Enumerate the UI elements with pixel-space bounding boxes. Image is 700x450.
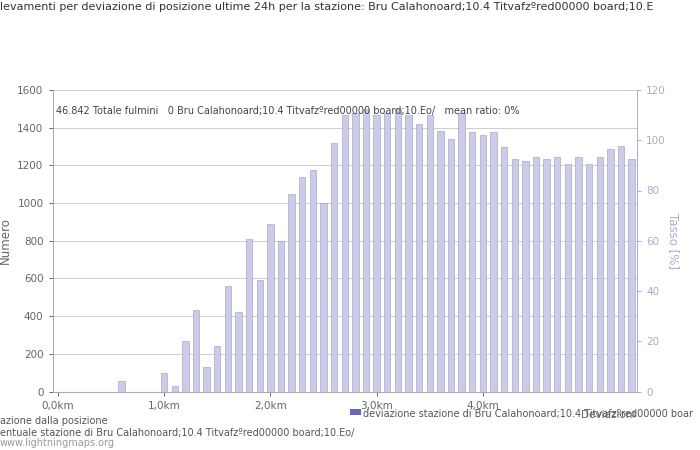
Bar	[352, 112, 358, 392]
Bar	[458, 112, 465, 392]
Text: entuale stazione di Bru Calahonoard;10.4 Titvafzºred00000 board;10.Eo/: entuale stazione di Bru Calahonoard;10.4…	[0, 428, 354, 438]
Bar	[501, 147, 508, 392]
Bar	[331, 143, 337, 392]
Bar	[448, 139, 454, 392]
Bar	[575, 157, 582, 392]
Bar	[469, 132, 475, 392]
Bar	[373, 116, 380, 392]
Bar	[596, 157, 603, 392]
Bar	[565, 164, 571, 392]
Bar	[118, 381, 125, 392]
Bar	[204, 367, 210, 392]
Text: Deviazioni: Deviazioni	[581, 410, 636, 419]
Bar	[533, 157, 539, 392]
Text: www.lightningmaps.org: www.lightningmaps.org	[0, 438, 115, 448]
Bar	[225, 286, 231, 392]
Bar	[512, 159, 518, 392]
Bar	[586, 164, 592, 392]
Text: levamenti per deviazione di posizione ultime 24h per la stazione: Bru Calahonoar: levamenti per deviazione di posizione ul…	[0, 2, 653, 12]
Bar	[395, 109, 401, 392]
Text: deviazione stazione di Bru Calahonoard;10.4 Titvafzºred00000 boar: deviazione stazione di Bru Calahonoard;1…	[363, 409, 692, 419]
Bar	[480, 135, 486, 392]
Bar	[522, 161, 528, 392]
Bar	[405, 116, 412, 392]
Bar	[342, 116, 348, 392]
Y-axis label: Tasso [%]: Tasso [%]	[666, 213, 680, 269]
Bar	[363, 109, 369, 392]
Bar	[490, 132, 497, 392]
Bar	[267, 224, 274, 392]
Bar	[384, 112, 391, 392]
Bar	[256, 280, 263, 392]
Bar	[193, 310, 200, 392]
Bar	[288, 194, 295, 392]
Bar	[235, 312, 241, 392]
Bar	[246, 239, 252, 392]
Bar	[321, 203, 327, 392]
Bar	[309, 170, 316, 392]
Bar	[416, 124, 422, 392]
Bar	[438, 131, 444, 392]
Bar	[214, 346, 220, 392]
Bar	[543, 159, 550, 392]
Bar	[278, 241, 284, 392]
Bar	[299, 177, 305, 392]
Bar	[607, 149, 614, 392]
Text: 46.842 Totale fulmini   0 Bru Calahonoard;10.4 Titvafzºred00000 board;10.Eo/   m: 46.842 Totale fulmini 0 Bru Calahonoard;…	[56, 106, 519, 116]
Text: azione dalla posizione: azione dalla posizione	[0, 416, 108, 426]
Bar	[161, 373, 167, 392]
Bar	[172, 386, 178, 392]
Bar	[426, 116, 433, 392]
Bar	[618, 146, 624, 392]
Bar	[554, 157, 561, 392]
Bar	[182, 341, 188, 392]
Bar	[629, 159, 635, 392]
Y-axis label: Numero: Numero	[0, 217, 12, 264]
